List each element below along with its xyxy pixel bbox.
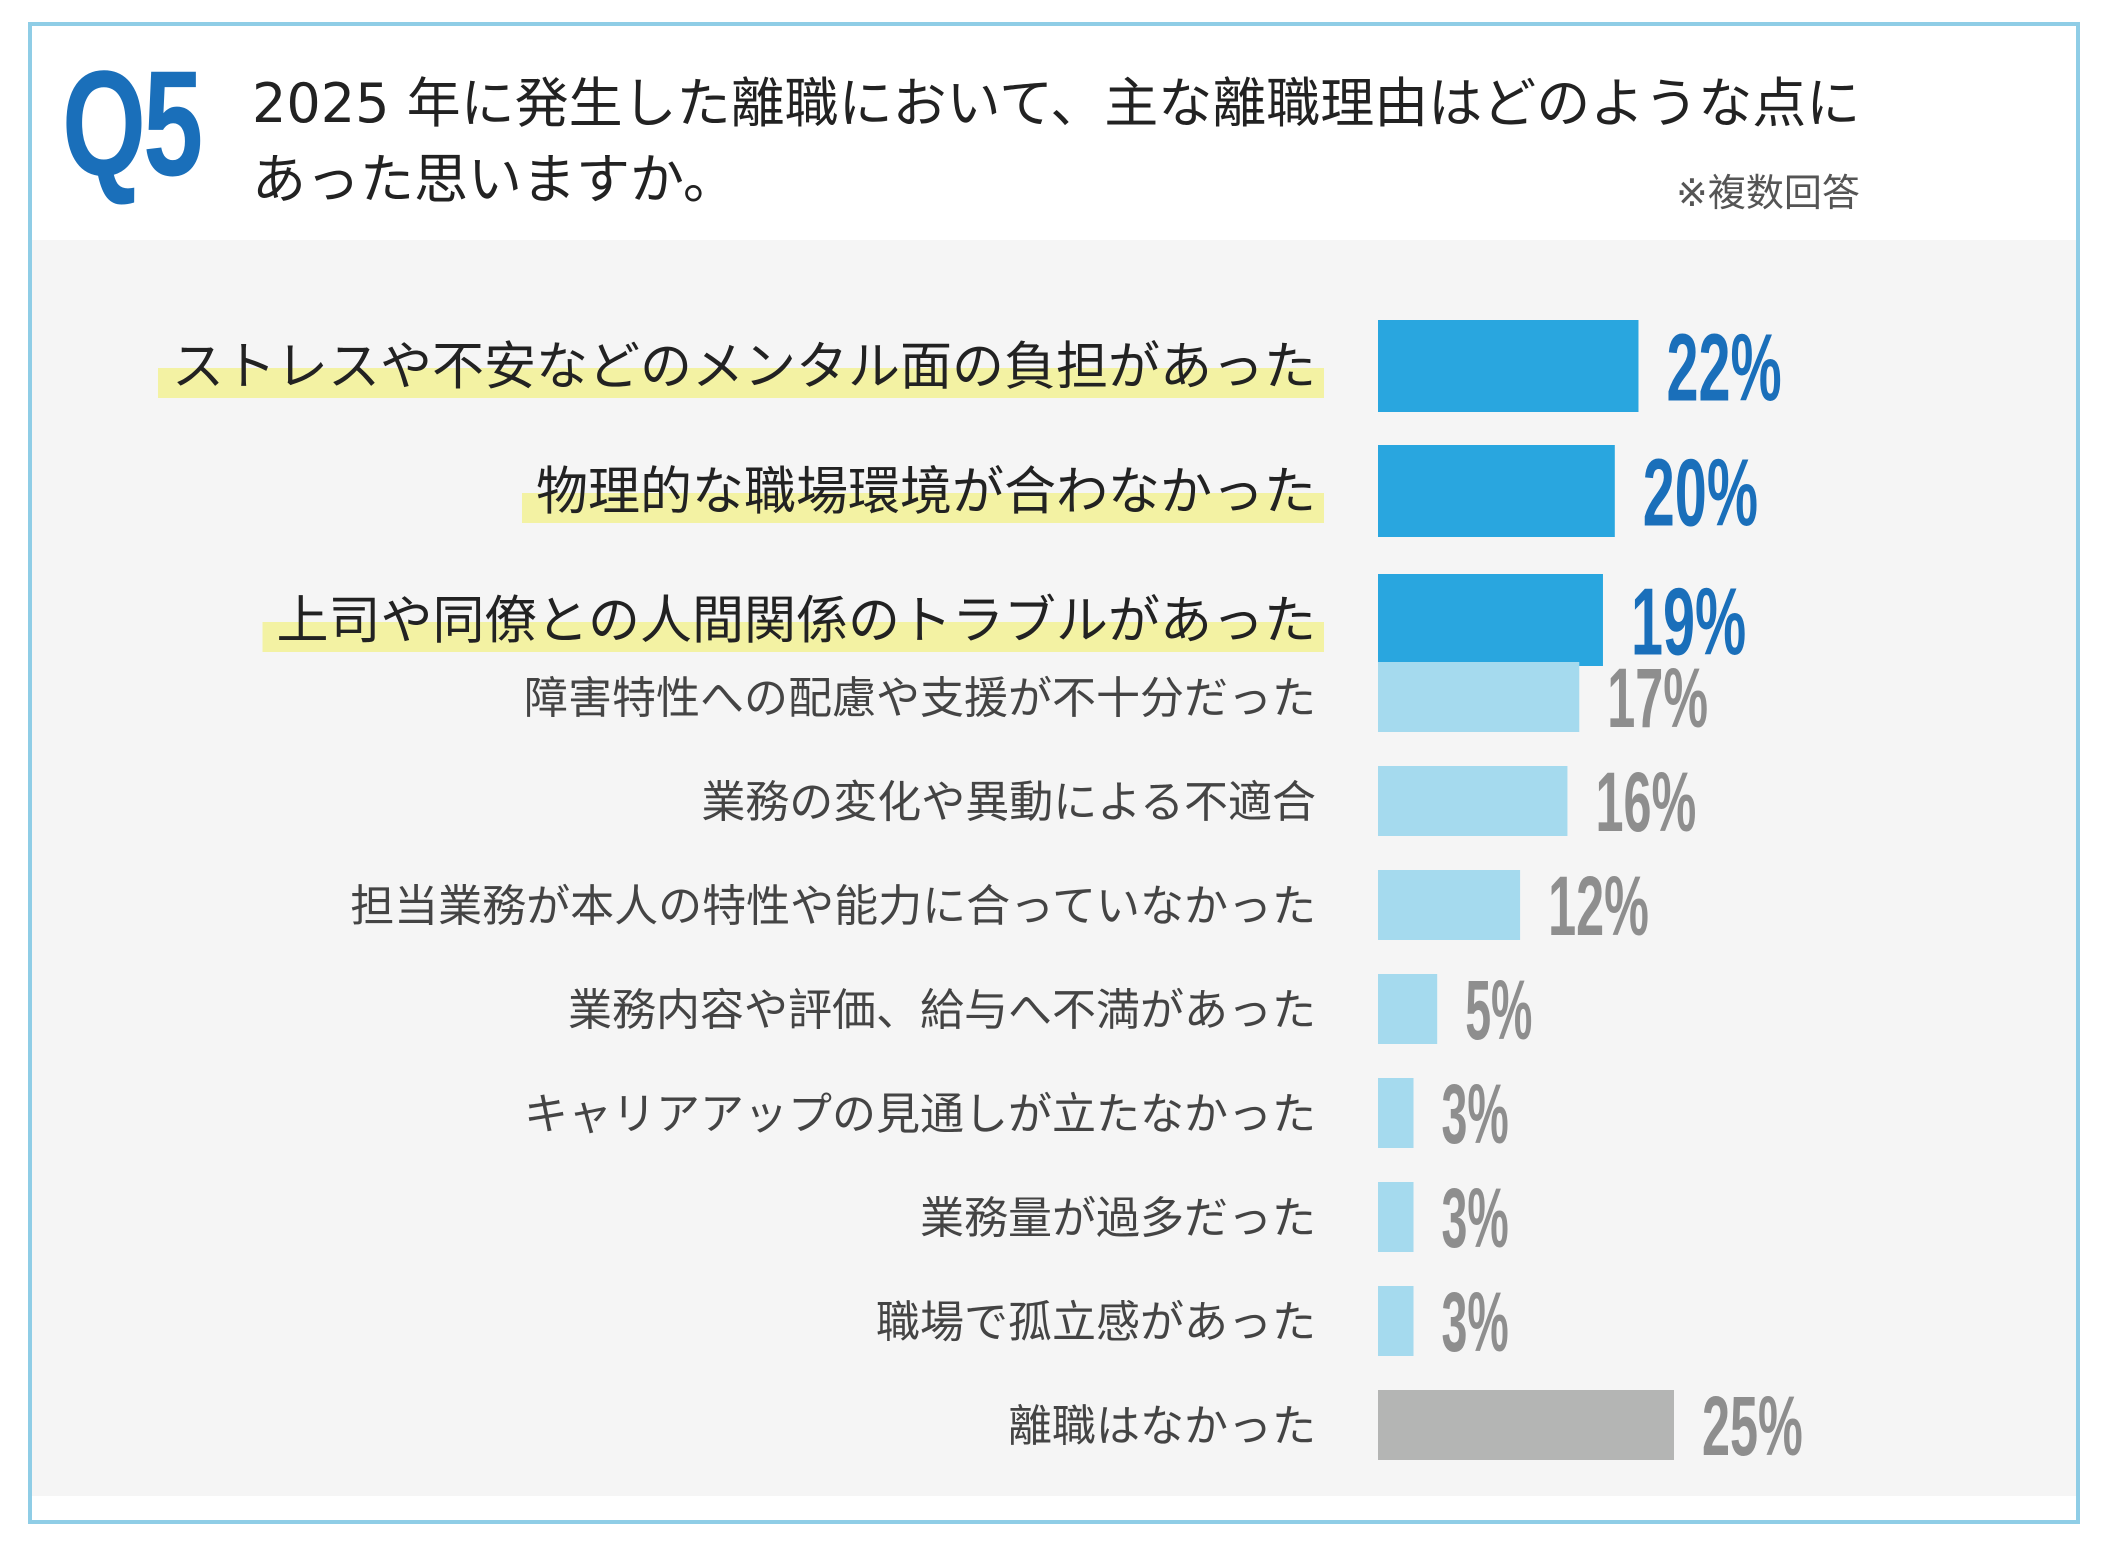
value-label: 20% bbox=[1643, 440, 1758, 547]
bar bbox=[1378, 445, 1615, 537]
category-label: 業務量が過多だった bbox=[920, 1193, 1316, 1244]
bar bbox=[1378, 870, 1521, 940]
value-label: 22% bbox=[1666, 315, 1781, 422]
value-label: 5% bbox=[1465, 963, 1532, 1057]
category-label: 上司や同僚との人間関係のトラブルがあった bbox=[277, 592, 1316, 652]
category-label: 業務の変化や異動による不適合 bbox=[701, 777, 1316, 828]
label-highlight bbox=[521, 493, 1324, 523]
value-label: 16% bbox=[1595, 755, 1696, 849]
value-label: 19% bbox=[1631, 569, 1746, 676]
value-label: 3% bbox=[1442, 1275, 1509, 1369]
bar bbox=[1378, 766, 1568, 836]
bar bbox=[1378, 574, 1603, 666]
category-label: 担当業務が本人の特性や能力に合っていなかった bbox=[350, 881, 1316, 932]
bar bbox=[1378, 1286, 1414, 1356]
question-line-1: 2025 年に発生した離職において、主な離職理由はどのような点に bbox=[252, 72, 1861, 135]
category-label: 物理的な職場環境が合わなかった bbox=[536, 463, 1316, 523]
multiple-answer-note: ※複数回答 bbox=[1676, 171, 1860, 215]
question-number: Q5 bbox=[62, 39, 203, 207]
value-label: 17% bbox=[1607, 651, 1708, 745]
bar bbox=[1378, 1078, 1414, 1148]
category-label: キャリアアップの見通しが立たなかった bbox=[524, 1089, 1316, 1140]
bar bbox=[1378, 1390, 1674, 1460]
question-text: 2025 年に発生した離職において、主な離職理由はどのような点に あった思います… bbox=[252, 66, 2052, 218]
category-label: 離職はなかった bbox=[1008, 1401, 1316, 1452]
label-highlight bbox=[262, 622, 1324, 652]
value-label: 12% bbox=[1548, 859, 1649, 953]
question-line-2: あった思いますか。 bbox=[252, 148, 737, 211]
bar bbox=[1378, 320, 1639, 412]
value-label: 3% bbox=[1442, 1067, 1509, 1161]
bar bbox=[1378, 1182, 1414, 1252]
value-label: 3% bbox=[1442, 1171, 1509, 1265]
bar bbox=[1378, 974, 1438, 1044]
category-label: 業務内容や評価、給与へ不満があった bbox=[568, 985, 1316, 1036]
category-label: ストレスや不安などのメンタル面の負担があった bbox=[172, 338, 1316, 398]
chart-panel bbox=[32, 240, 2076, 1496]
value-label: 25% bbox=[1702, 1379, 1803, 1473]
category-label: 職場で孤立感があった bbox=[876, 1297, 1316, 1348]
category-label: 障害特性への配慮や支援が不十分だった bbox=[524, 673, 1316, 724]
label-highlight bbox=[157, 368, 1324, 398]
bar bbox=[1378, 662, 1580, 732]
